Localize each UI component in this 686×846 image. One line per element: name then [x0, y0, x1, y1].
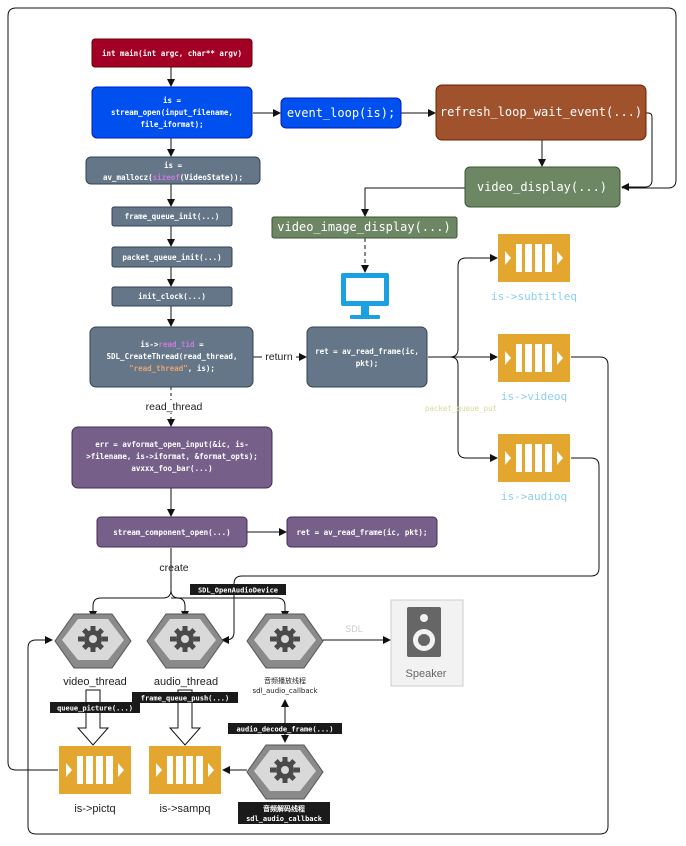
- init-clock-label: init_clock(...): [138, 292, 206, 301]
- mallocz-line2: av_mallocz(sizeof(VideoState));: [103, 173, 243, 182]
- tag-sdl-open-audio-device: SDL_OpenAudioDevice: [190, 584, 286, 595]
- return-label: return: [265, 351, 293, 363]
- open-input-line3: avxxx_foo_bar(...): [131, 464, 212, 473]
- box-video-image-display: video_image_display(...): [271, 216, 458, 239]
- thread-audio-decode: 音频解码线程 sdl_audio_callback: [238, 744, 330, 824]
- box-refresh: refresh_loop_wait_event(...): [435, 84, 647, 141]
- thread-video: video_thread: [54, 613, 132, 688]
- monitor-icon: [341, 273, 389, 319]
- speaker-icon: [407, 607, 441, 657]
- video-display-label: video_display(...): [477, 180, 607, 194]
- read-thread-label: read_thread: [146, 401, 203, 413]
- sdl-label: SDL: [345, 624, 363, 634]
- svg-text:frame_queue_push(...): frame_queue_push(...): [141, 695, 230, 703]
- svg-text:queue_picture(...): queue_picture(...): [57, 705, 133, 713]
- box-stream-open: is = stream_open(input_filename, file_if…: [91, 86, 253, 139]
- tag-frame-queue-push: frame_queue_push(...): [132, 692, 238, 703]
- queue-pictq: is->pictq: [59, 746, 131, 815]
- queue-icon: [59, 746, 131, 794]
- create-label: create: [159, 562, 188, 574]
- video-thread-label: video_thread: [63, 676, 127, 688]
- box-open-input: err = avformat_open_input(&ic, is- >file…: [71, 426, 273, 489]
- svg-text:audio_decode_frame(...): audio_decode_frame(...): [237, 726, 334, 734]
- packet-queue-init-label: packet_queue_init(...): [122, 253, 221, 262]
- box-create-thread: is->read_tid = SDL_CreateThread(read_thr…: [89, 326, 254, 388]
- read-frame-line1: ret = av_read_frame(ic,: [315, 347, 419, 356]
- sampq-label: is->sampq: [159, 803, 210, 815]
- box-packet-queue-init: packet_queue_init(...): [111, 246, 233, 268]
- queue-icon: [498, 234, 570, 282]
- box-mallocz: is = av_mallocz(sizeof(VideoState));: [85, 156, 261, 185]
- box-read-frame: ret = av_read_frame(ic, pkt);: [306, 326, 428, 388]
- box-init-clock: init_clock(...): [111, 286, 233, 307]
- queue-sampq: is->sampq: [149, 746, 221, 815]
- queue-audioq: is->audioq: [498, 434, 570, 503]
- queue-videoq: is->videoq: [498, 334, 570, 403]
- speaker-label: Speaker: [406, 668, 447, 680]
- videoq-label: is->videoq: [501, 390, 567, 403]
- gear-icon: [246, 613, 324, 669]
- create-thread-line2: SDL_CreateThread(read_thread,: [107, 352, 238, 361]
- read-frame-loop-label: ret = av_read_frame(ic, pkt);: [297, 528, 428, 537]
- queue-icon: [498, 334, 570, 382]
- thread-audio: audio_thread: [146, 613, 224, 688]
- packet-queue-put-label: packet_queue_put: [425, 404, 497, 413]
- open-input-line2: >filename, is->iformat, &format_opts);: [86, 452, 258, 461]
- frame-queue-init-label: frame_queue_init(...): [125, 212, 220, 221]
- tag-queue-picture: queue_picture(...): [50, 702, 140, 713]
- tag-audio-decode-frame: audio_decode_frame(...): [228, 723, 342, 734]
- audioq-label: is->audioq: [501, 490, 567, 503]
- box-stream-component-open: stream_component_open(...): [96, 516, 248, 548]
- pictq-label: is->pictq: [74, 803, 115, 815]
- gear-icon: [246, 744, 324, 800]
- box-main: int main(int argc, char** argv): [91, 38, 253, 68]
- stream-open-line1: is =: [163, 96, 182, 105]
- box-frame-queue-init: frame_queue_init(...): [111, 206, 233, 227]
- sdl-audio-callback-label: sdl_audio_callback: [252, 687, 318, 695]
- read-frame-line2: pkt);: [356, 359, 379, 368]
- event-loop-label: event_loop(is);: [287, 106, 395, 120]
- open-input-line1: err = avformat_open_input(&ic, is-: [95, 440, 249, 449]
- subtitleq-label: is->subtitleq: [491, 290, 577, 303]
- refresh-label: refresh_loop_wait_event(...): [440, 105, 642, 119]
- main-label: int main(int argc, char** argv): [102, 49, 242, 58]
- sdl-audio-callback-2-label: sdl_audio_callback: [246, 815, 323, 823]
- queue-icon: [498, 434, 570, 482]
- queue-icon: [149, 746, 221, 794]
- thread-audio-play: 音频播放线程 sdl_audio_callback: [246, 613, 324, 695]
- box-read-frame-loop: ret = av_read_frame(ic, pkt);: [286, 516, 438, 548]
- gear-icon: [54, 613, 132, 669]
- stream-open-line3: file_iformat);: [140, 120, 203, 129]
- gear-icon: [146, 613, 224, 669]
- connectors: [7, 7, 677, 835]
- svg-text:SDL_OpenAudioDevice: SDL_OpenAudioDevice: [198, 587, 278, 595]
- box-video-display: video_display(...): [464, 166, 621, 208]
- audio-play-thread-label: 音频播放线程: [264, 676, 306, 685]
- audio-thread-label: audio_thread: [154, 676, 218, 688]
- mallocz-line1: is =: [164, 161, 183, 170]
- stream-component-open-label: stream_component_open(...): [113, 528, 230, 537]
- create-thread-line1: is->read_tid =: [140, 340, 204, 349]
- speaker-device: Speaker: [390, 599, 464, 687]
- stream-open-line2: stream_open(input_filename,: [111, 108, 233, 117]
- queue-subtitleq: is->subtitleq: [491, 234, 577, 303]
- create-thread-line3: "read_thread", is);: [129, 364, 215, 373]
- edge-labels: return read_thread create packet_queue_p…: [143, 350, 497, 634]
- video-image-display-label: video_image_display(...): [277, 220, 450, 234]
- box-event-loop: event_loop(is);: [280, 97, 402, 129]
- audio-decode-thread-label: 音频解码线程: [263, 804, 305, 813]
